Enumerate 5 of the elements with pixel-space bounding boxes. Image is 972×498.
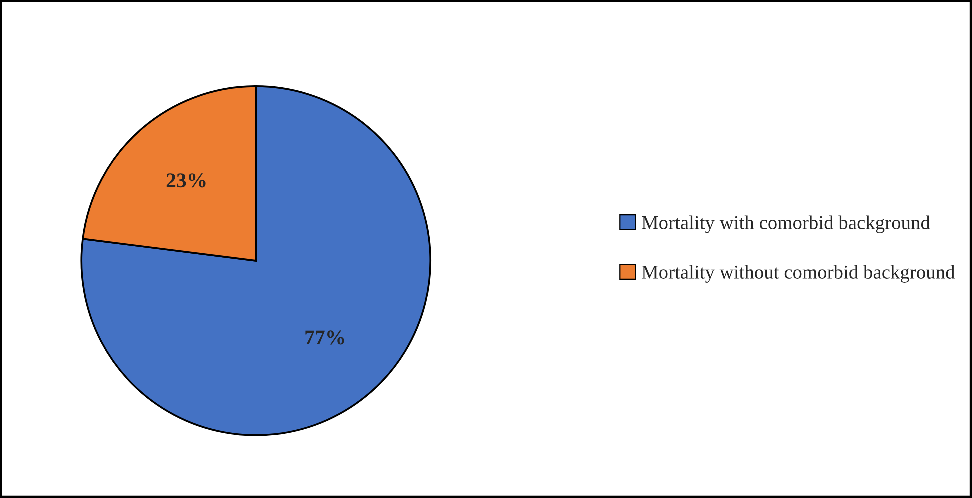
legend-label: Mortality with comorbid background bbox=[642, 216, 930, 234]
pie-slice bbox=[80, 86, 432, 436]
data-label: 23% bbox=[166, 174, 206, 188]
legend-label: Mortality without comorbid background bbox=[642, 265, 956, 283]
data-label: 77% bbox=[306, 330, 344, 345]
